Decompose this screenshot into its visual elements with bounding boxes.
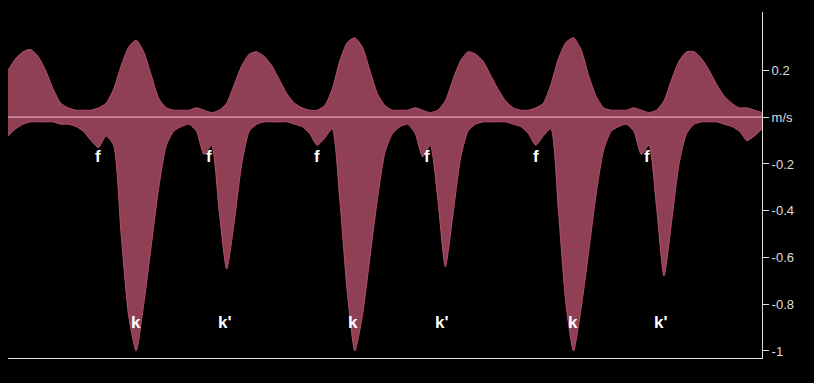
svg-text:f: f: [424, 147, 430, 166]
svg-text:f: f: [533, 147, 539, 166]
svg-text:-0.2: -0.2: [772, 157, 794, 172]
svg-text:f: f: [95, 147, 101, 166]
svg-text:-0.6: -0.6: [772, 250, 794, 265]
svg-text:k': k': [654, 313, 668, 332]
svg-text:m/s: m/s: [772, 110, 793, 125]
svg-text:k': k': [218, 313, 232, 332]
svg-text:-0.8: -0.8: [772, 297, 794, 312]
svg-text:f: f: [314, 147, 320, 166]
svg-text:-1: -1: [772, 344, 784, 359]
svg-text:k': k': [435, 313, 449, 332]
svg-text:0.2: 0.2: [772, 63, 790, 78]
svg-text:k: k: [131, 313, 141, 332]
svg-text:f: f: [206, 147, 212, 166]
svg-text:k: k: [568, 313, 578, 332]
svg-text:-0.4: -0.4: [772, 203, 794, 218]
svg-text:f: f: [644, 147, 650, 166]
svg-text:k: k: [348, 313, 358, 332]
